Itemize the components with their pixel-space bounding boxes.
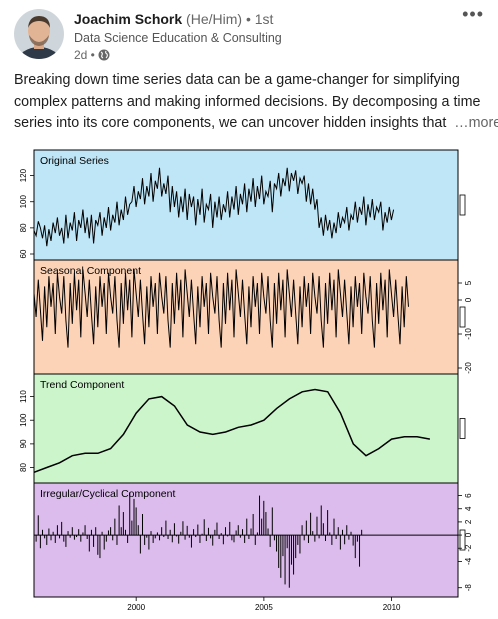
post-meta: 2d • (74, 48, 110, 62)
panel-0-ytick-label-3: 120 (19, 168, 28, 182)
panel-2-background (33, 373, 459, 484)
panel-1-series-line (33, 269, 409, 348)
panel-0-series-line (33, 167, 395, 247)
panel-3-ytick-label-4: 2 (464, 519, 473, 524)
panel-0-title: Original Series (40, 155, 109, 167)
panel-3-ytick-label-6: 6 (464, 493, 473, 498)
panel-2-ytick-label-0: 80 (19, 463, 28, 472)
panel-1-ytick-label-3: 5 (464, 280, 473, 285)
post-line-3: series into its core components, we can … (14, 115, 447, 131)
panel-3-title: Irregular/Cyclical Component (40, 488, 175, 500)
panel-0-scale-bar (459, 194, 466, 216)
panel-2-ytick-label-3: 110 (19, 390, 28, 403)
panel-0-ytick-label-1: 80 (19, 223, 28, 232)
panel-1-ytick-label-1: -10 (464, 328, 473, 340)
panel-2-ytick-label-1: 90 (19, 439, 28, 448)
panel-3-ytick-label-3: 0 (464, 532, 473, 537)
x-tick-label-1: 2005 (255, 603, 273, 612)
see-more-link[interactable]: …more (454, 115, 498, 131)
panel-1-ytick-label-0: -20 (464, 362, 473, 374)
panel-2-ytick-label-2: 100 (19, 413, 28, 427)
panel-2-title: Trend Component (40, 379, 124, 391)
panel-0-ytick-label-0: 60 (19, 249, 28, 258)
avatar[interactable] (14, 9, 64, 59)
connection-degree: • 1st (245, 11, 274, 27)
more-options-icon[interactable]: ••• (462, 4, 484, 24)
panel-0-ytick-label-2: 100 (19, 195, 28, 209)
panel-1-ytick-label-2: 0 (464, 297, 473, 302)
author-name[interactable]: Joachim Schork (74, 11, 183, 27)
panel-3-ytick-label-1: -4 (464, 557, 473, 565)
post-line-1: Breaking down time series data can be a … (14, 72, 460, 88)
x-tick-label-0: 2000 (127, 603, 145, 612)
panel-3-ytick-label-0: -8 (464, 584, 473, 592)
panel-1-title: Seasonal Component (40, 265, 141, 277)
panel-1-scale-bar (459, 306, 466, 328)
panel-3-ytick-label-2: -2 (464, 544, 473, 552)
panel-2-scale-bar (459, 418, 466, 439)
post-header: Joachim Schork (He/Him) • 1st Data Scien… (14, 4, 484, 63)
x-tick-label-2: 2010 (383, 603, 401, 612)
author-pronouns: (He/Him) (186, 11, 243, 27)
post-body: Breaking down time series data can be a … (14, 70, 498, 135)
post-image[interactable]: Original Series 60 80 100 120 Seasonal Compon… (0, 146, 498, 619)
panel-3-ytick-label-5: 4 (464, 506, 473, 511)
post-time: 2d • (74, 48, 95, 62)
panel-2-series-line (33, 388, 431, 474)
author-line: Joachim Schork (He/Him) • 1st (74, 11, 273, 27)
author-headline: Data Science Education & Consulting (74, 31, 282, 45)
panel-3-scale-bar (459, 529, 466, 551)
post-line-3-wrap: series into its core components, we can … (14, 113, 498, 135)
post-line-2: complex patterns and making informed dec… (14, 93, 481, 110)
globe-icon (98, 49, 110, 61)
